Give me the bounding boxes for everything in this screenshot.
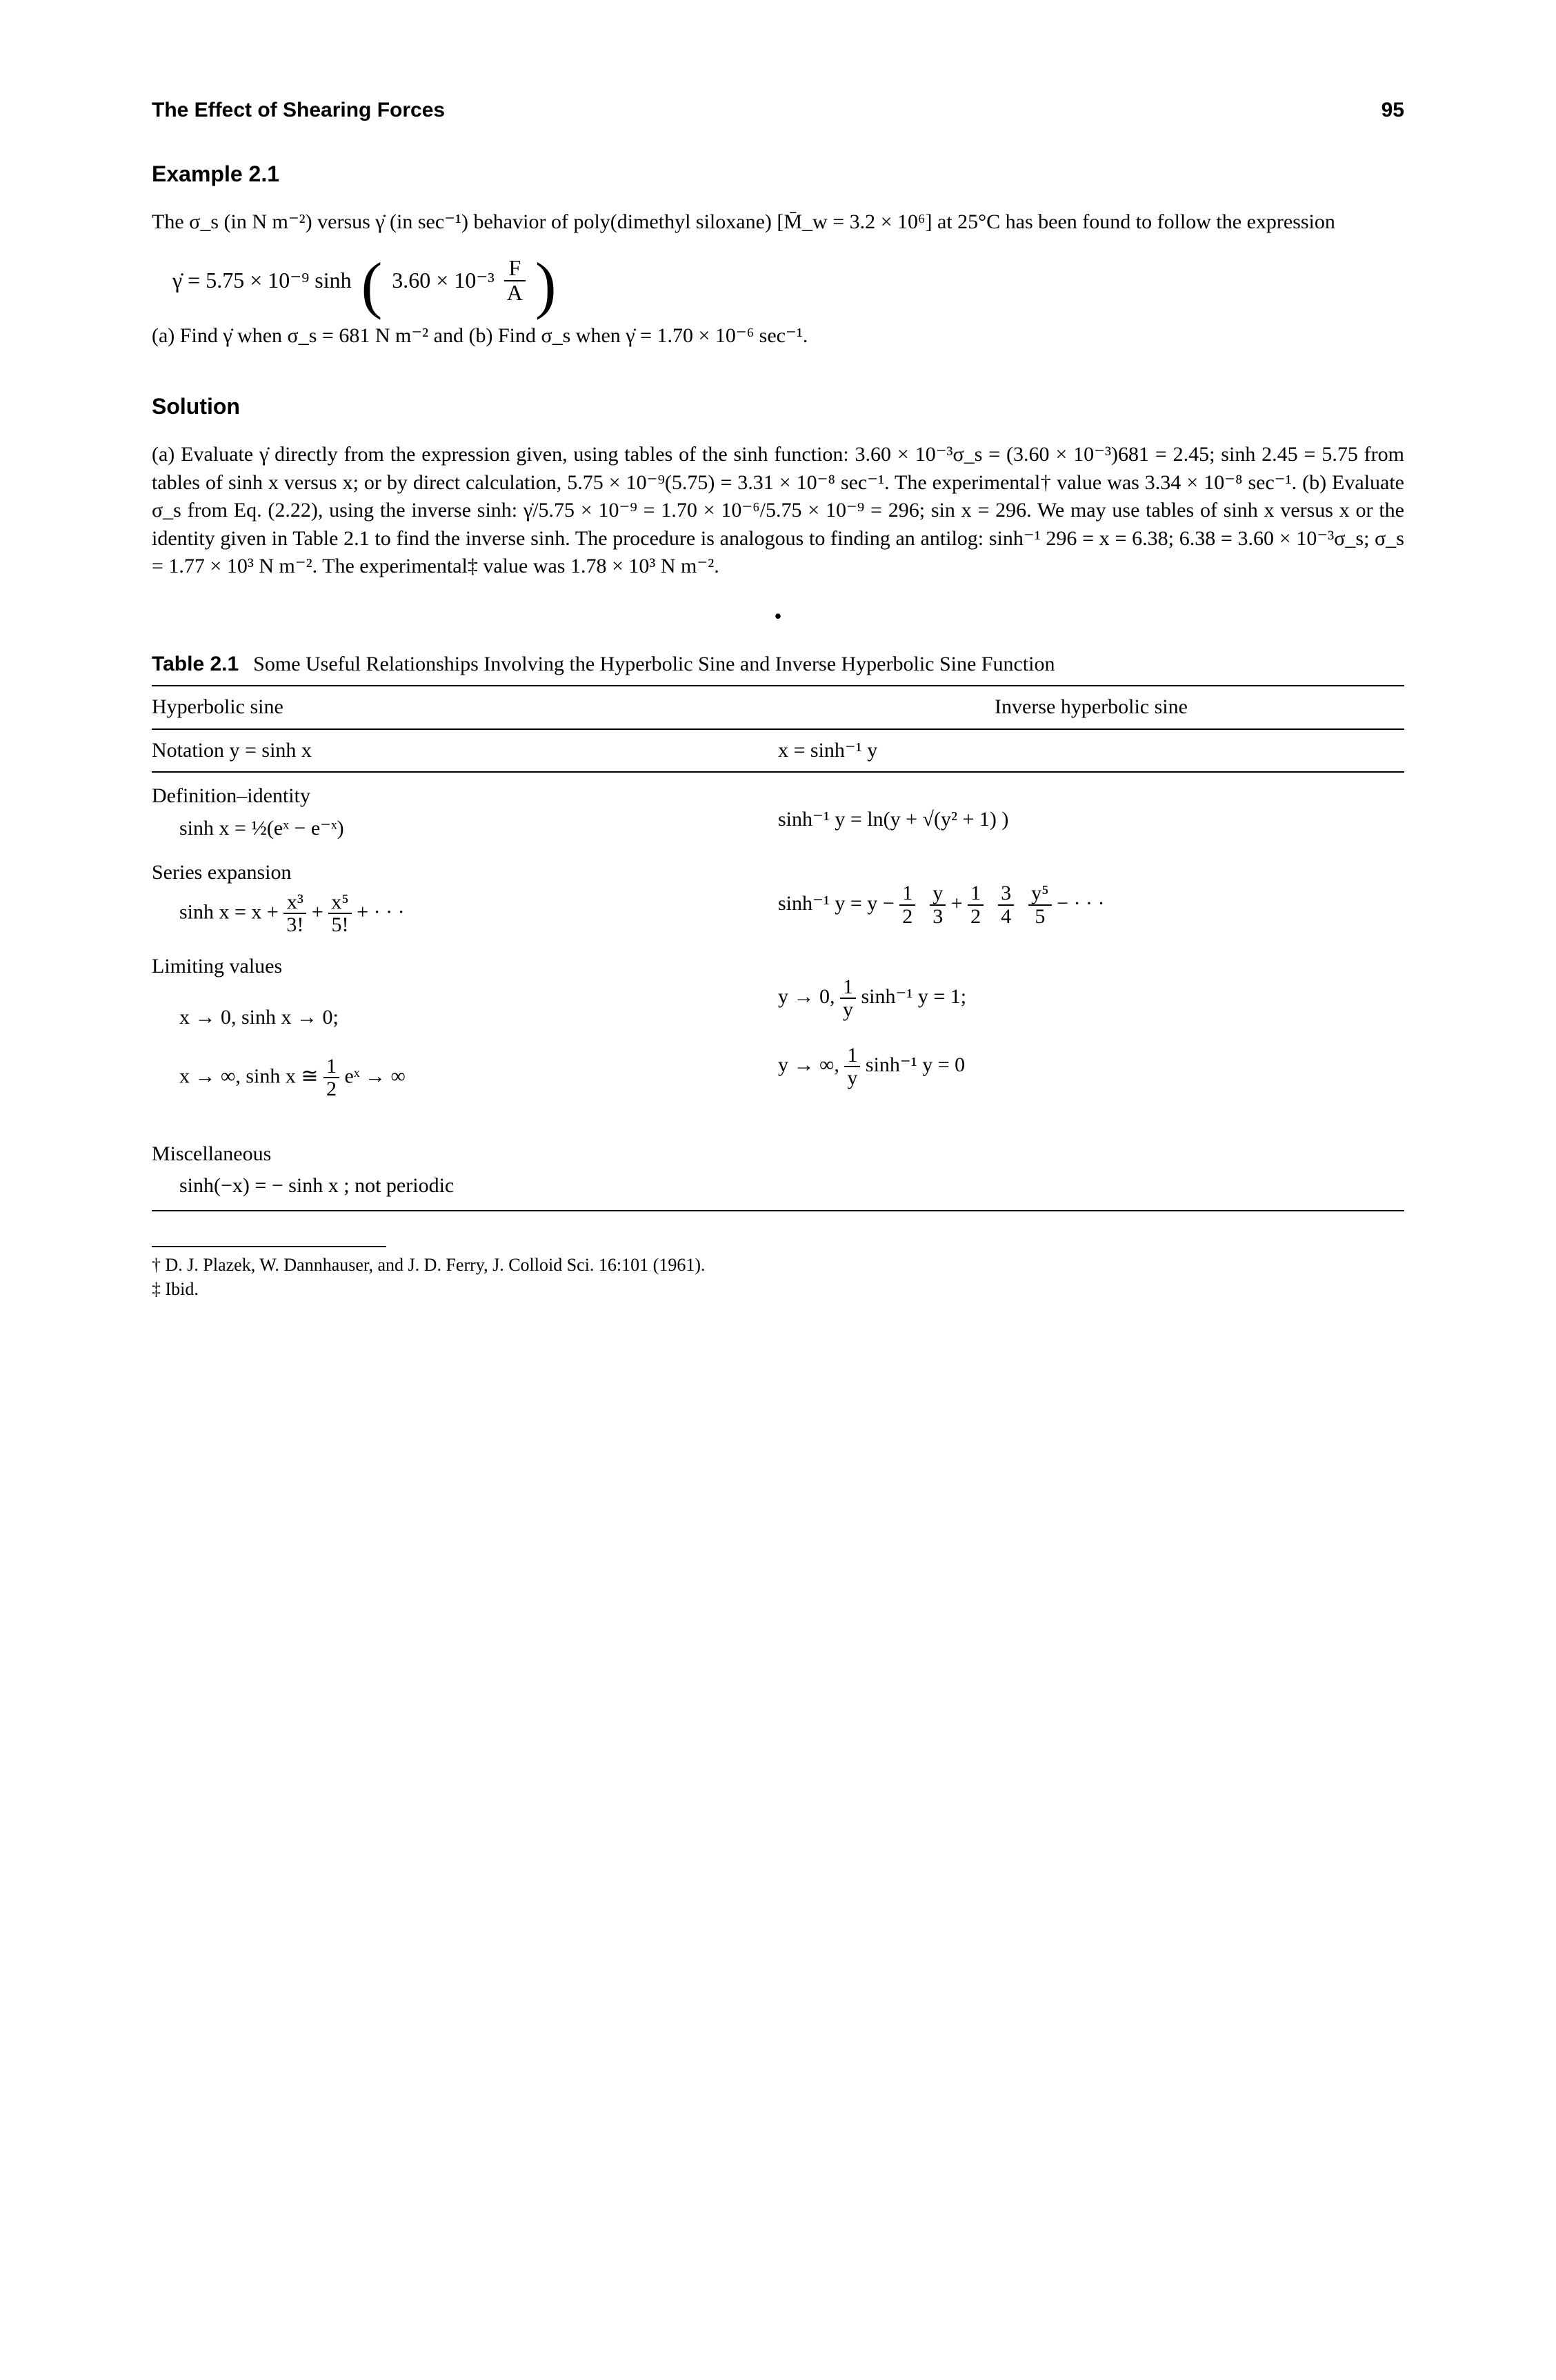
eq-frac-num: F <box>504 257 526 281</box>
d: 4 <box>998 906 1014 928</box>
d: 2 <box>899 906 915 928</box>
eq-frac-den: A <box>504 281 526 305</box>
footnotes: † D. J. Plazek, W. Dannhauser, and J. D.… <box>152 1253 1404 1301</box>
table-caption: Table 2.1 Some Useful Relationships Invo… <box>152 651 1404 679</box>
d: 5 <box>1028 906 1051 928</box>
problem-paragraph: The σ_s (in N m⁻²) versus γ̇ (in sec⁻¹) … <box>152 208 1404 237</box>
table-label: Table 2.1 <box>152 653 239 675</box>
hyperbolic-table: Hyperbolic sine Inverse hyperbolic sine … <box>152 685 1404 1211</box>
running-head-left: The Effect of Shearing Forces <box>152 97 445 125</box>
eq-lhs: γ̇ = 5.75 × 10⁻⁹ sinh <box>172 266 352 295</box>
question-paragraph: (a) Find γ̇ when σ_s = 681 N m⁻² and (b)… <box>152 322 1404 350</box>
sr-tail: − · · · <box>1057 892 1104 915</box>
definition-right: sinh⁻¹ y = ln(y + √(y² + 1) ) <box>778 808 1008 831</box>
lr1-frac: 1 y <box>840 976 856 1021</box>
sr-f2: y3 <box>930 882 946 927</box>
series-left: sinh x = x + x³ 3! + x⁵ 5! + · · · <box>152 891 764 936</box>
sr-plus: + <box>951 892 968 915</box>
limits-category: Limiting values <box>152 953 764 981</box>
n: 1 <box>840 976 856 1000</box>
running-head: The Effect of Shearing Forces 95 <box>152 97 1404 125</box>
misc-category: Miscellaneous <box>152 1140 764 1169</box>
table-head-right: Inverse hyperbolic sine <box>778 693 1404 722</box>
eq-fraction: F A <box>504 257 526 304</box>
limit-left-1: x → 0, sinh x → 0; <box>152 1004 764 1032</box>
lr2-frac: 1 y <box>844 1044 860 1089</box>
footnote-1: † D. J. Plazek, W. Dannhauser, and J. D.… <box>152 1253 1404 1277</box>
example-heading: Example 2.1 <box>152 159 1404 189</box>
f2d: 5! <box>328 914 351 936</box>
ll2-post: eˣ → ∞ <box>345 1064 406 1087</box>
definition-category: Definition–identity <box>152 782 764 811</box>
f1n: x³ <box>283 891 306 915</box>
d: 3 <box>930 906 946 928</box>
solution-heading: Solution <box>152 392 1404 422</box>
table-caption-text: Some Useful Relationships Involving the … <box>253 653 1055 675</box>
d: 2 <box>968 906 984 928</box>
series-left-frac-1: x³ 3! <box>283 891 306 936</box>
footnote-2: ‡ Ibid. <box>152 1277 1404 1301</box>
limit-right-1: y → 0, 1 y sinh⁻¹ y = 1; <box>778 985 966 1008</box>
n: y⁵ <box>1028 882 1051 906</box>
series-right: sinh⁻¹ y = y − 12 y3 + 12 34 y⁵5 − · · · <box>778 892 1104 915</box>
table-definition-row: Definition–identity sinh x = ½(eˣ − e⁻ˣ)… <box>152 773 1404 849</box>
lr1-post: sinh⁻¹ y = 1; <box>861 985 967 1008</box>
f1d: 3! <box>283 914 306 936</box>
sr-f1: 12 <box>899 882 915 927</box>
lr2-pre: y → ∞, <box>778 1053 844 1076</box>
sr-f4: 34 <box>998 882 1014 927</box>
lr1-pre: y → 0, <box>778 985 840 1008</box>
n: 1 <box>844 1044 860 1068</box>
table-head-left: Hyperbolic sine <box>152 693 778 722</box>
series-left-prefix: sinh x = x + <box>179 900 279 923</box>
sr-f3: 12 <box>968 882 984 927</box>
ll2-frac: 1 2 <box>323 1055 339 1100</box>
sr-f5: y⁵5 <box>1028 882 1051 927</box>
lr2-post: sinh⁻¹ y = 0 <box>866 1053 965 1076</box>
d: y <box>844 1067 860 1089</box>
series-left-plus: + <box>312 900 328 923</box>
table-limits-row: Limiting values x → 0, sinh x → 0; x → ∞… <box>152 943 1404 1131</box>
misc-left: sinh(−x) = − sinh x ; not periodic <box>152 1172 764 1200</box>
solution-paragraph: (a) Evaluate γ̇ directly from the expres… <box>152 441 1404 581</box>
n: 1 <box>968 882 984 906</box>
table-series-row: Series expansion sinh x = x + x³ 3! + x⁵… <box>152 849 1404 943</box>
series-left-tail: + · · · <box>357 900 404 923</box>
definition-left: sinh x = ½(eˣ − e⁻ˣ) <box>152 815 764 843</box>
limit-right-2: y → ∞, 1 y sinh⁻¹ y = 0 <box>778 1053 965 1076</box>
notation-left: Notation y = sinh x <box>152 737 778 765</box>
n: 3 <box>998 882 1014 906</box>
n: 1 <box>323 1055 339 1079</box>
n: 1 <box>899 882 915 906</box>
d: y <box>840 999 856 1021</box>
n: y <box>930 882 946 906</box>
section-separator-icon: • <box>152 602 1404 631</box>
d: 2 <box>323 1078 339 1100</box>
footnote-rule <box>152 1246 386 1247</box>
table-header-row: Hyperbolic sine Inverse hyperbolic sine <box>152 686 1404 730</box>
eq-coeff: 3.60 × 10⁻³ <box>392 266 495 295</box>
table-notation-row: Notation y = sinh x x = sinh⁻¹ y <box>152 730 1404 773</box>
limit-left-2: x → ∞, sinh x ≅ 1 2 eˣ → ∞ <box>152 1055 764 1100</box>
table-misc-row: Miscellaneous sinh(−x) = − sinh x ; not … <box>152 1131 1404 1210</box>
ll2-pre: x → ∞, sinh x ≅ <box>179 1064 323 1087</box>
f2n: x⁵ <box>328 891 351 915</box>
series-right-prefix: sinh⁻¹ y = y − <box>778 892 895 915</box>
series-category: Series expansion <box>152 859 764 887</box>
display-equation: γ̇ = 5.75 × 10⁻⁹ sinh ( 3.60 × 10⁻³ F A … <box>172 257 1404 304</box>
series-left-frac-2: x⁵ 5! <box>328 891 351 936</box>
notation-right: x = sinh⁻¹ y <box>778 737 1404 765</box>
page-number: 95 <box>1382 97 1404 125</box>
